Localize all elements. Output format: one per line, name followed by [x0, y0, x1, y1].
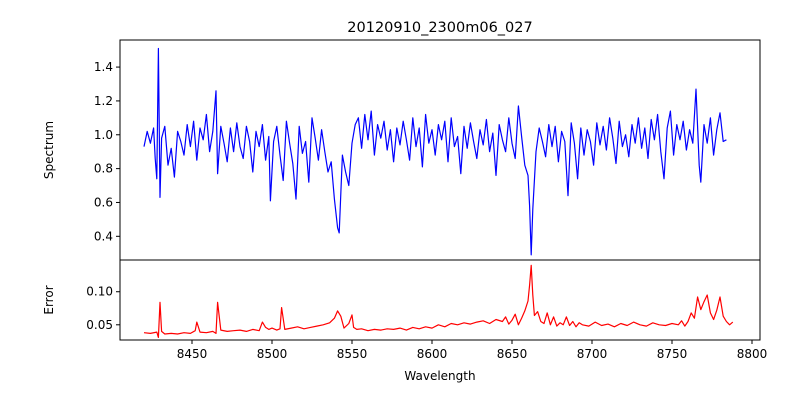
x-tick-label: 8600: [417, 347, 448, 361]
chart-title: 20120910_2300m06_027: [347, 20, 532, 36]
x-axis-label: Wavelength: [404, 369, 475, 383]
panel-1-y-tick-label: 0.6: [94, 195, 113, 209]
panel-2-y-axis-label: Error: [42, 285, 56, 314]
panel-1-y-tick-label: 1.2: [94, 94, 113, 108]
panel-1-y-tick-label: 0.4: [94, 229, 113, 243]
panel-1-y-tick-label: 0.8: [94, 162, 113, 176]
x-tick-label: 8500: [257, 347, 288, 361]
panel-1-y-axis-label: Spectrum: [42, 121, 56, 179]
panel-2-series-line: [143, 264, 734, 338]
x-tick-label: 8700: [577, 347, 608, 361]
panel-1-y-tick-label: 1.0: [94, 128, 113, 142]
panel-2-y-tick-label: 0.10: [86, 285, 113, 299]
panel-1-y-tick-label: 1.4: [94, 60, 113, 74]
x-tick-label: 8550: [337, 347, 368, 361]
x-tick-label: 8450: [177, 347, 208, 361]
panel-2-y-tick-label: 0.05: [86, 318, 113, 332]
x-tick-label: 8750: [657, 347, 688, 361]
panel-1-series-line: [143, 47, 727, 256]
x-tick-label: 8800: [737, 347, 768, 361]
panels-group: 0.4 0.6 0.8 1.0 1.2 1.4 Spectrum 0.05 0.10 Error 8…: [42, 39, 768, 361]
x-tick-label: 8650: [497, 347, 528, 361]
panel-2-frame: [119, 259, 761, 341]
